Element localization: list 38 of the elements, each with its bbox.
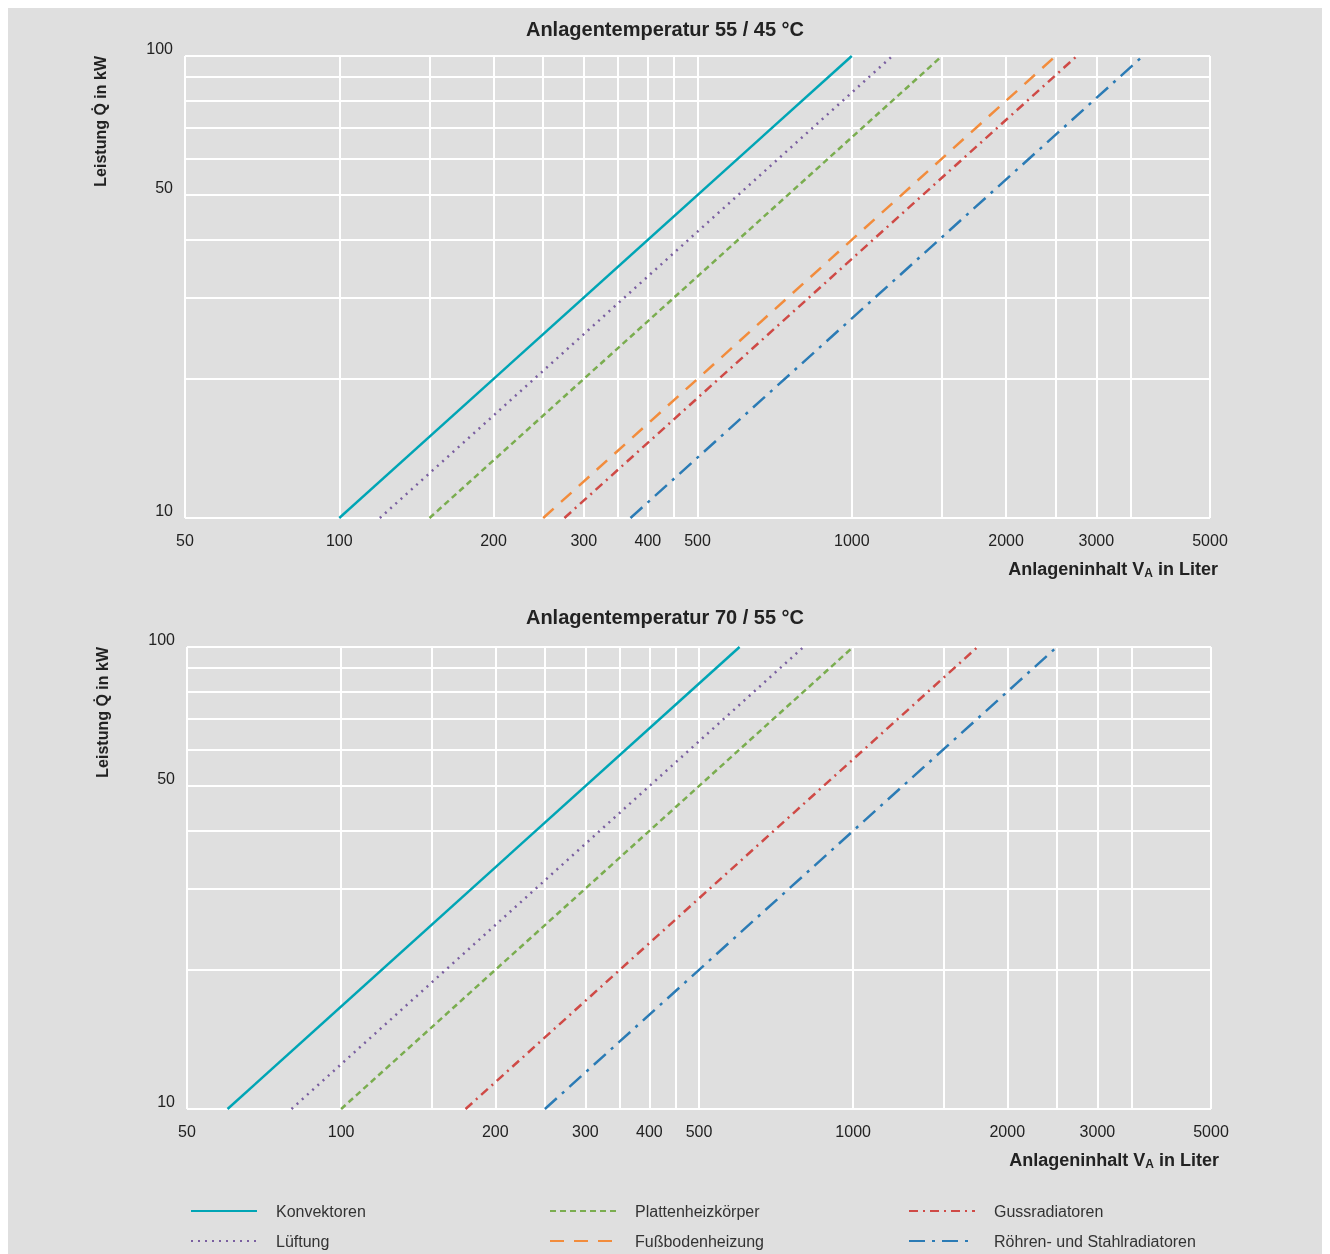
y-tick-label: 50 [157,769,176,787]
x-tick-label: 100 [327,1122,355,1140]
chart-title: Anlagentemperatur 55 / 45 °C [525,18,805,40]
x-tick-label: 300 [572,1122,599,1140]
x-tick-label: 50 [176,531,194,549]
x-axis-title: Anlageninhalt VA in Liter [1008,559,1219,580]
y-tick-label: 100 [146,39,174,57]
x-tick-label: 2000 [989,1122,1026,1140]
x-tick-label: 5000 [1193,1122,1229,1140]
x-tick-label: 1000 [833,531,870,549]
x-tick-label: 5000 [1192,531,1228,549]
x-tick-label: 400 [636,1122,663,1140]
y-axis-title: Leistung Q̇ in kW [93,646,111,778]
legend-label: Lüftung [276,1232,330,1250]
x-tick-label: 3000 [1079,1122,1116,1140]
legend-label: Röhren- und Stahlradiatoren [994,1232,1196,1250]
x-tick-label: 200 [481,1122,509,1140]
x-tick-label: 1000 [835,1122,872,1140]
y-tick-label: 100 [148,630,176,648]
legend-label: Konvektoren [276,1202,366,1220]
x-axis-title: Anlageninhalt VA in Liter [1009,1150,1220,1171]
legend-label: Gussradiatoren [994,1202,1104,1220]
y-tick-label: 50 [155,178,174,196]
x-tick-label: 200 [480,531,507,549]
legend-label: Plattenheizkörper [635,1202,761,1220]
x-tick-label: 2000 [988,531,1024,549]
x-tick-label: 50 [178,1122,196,1140]
y-tick-label: 10 [155,501,174,519]
legend-label: Fußbodenheizung [635,1232,764,1250]
x-tick-label: 500 [684,531,711,549]
x-tick-label: 300 [570,531,598,549]
x-tick-label: 100 [325,531,353,549]
y-axis-title: Leistung Q̇ in kW [91,55,109,187]
x-tick-label: 400 [634,531,662,549]
chart-title: Anlagentemperatur 70 / 55 °C [525,606,805,628]
x-tick-label: 3000 [1078,531,1115,549]
y-tick-label: 10 [157,1092,176,1110]
x-tick-label: 500 [685,1122,713,1140]
